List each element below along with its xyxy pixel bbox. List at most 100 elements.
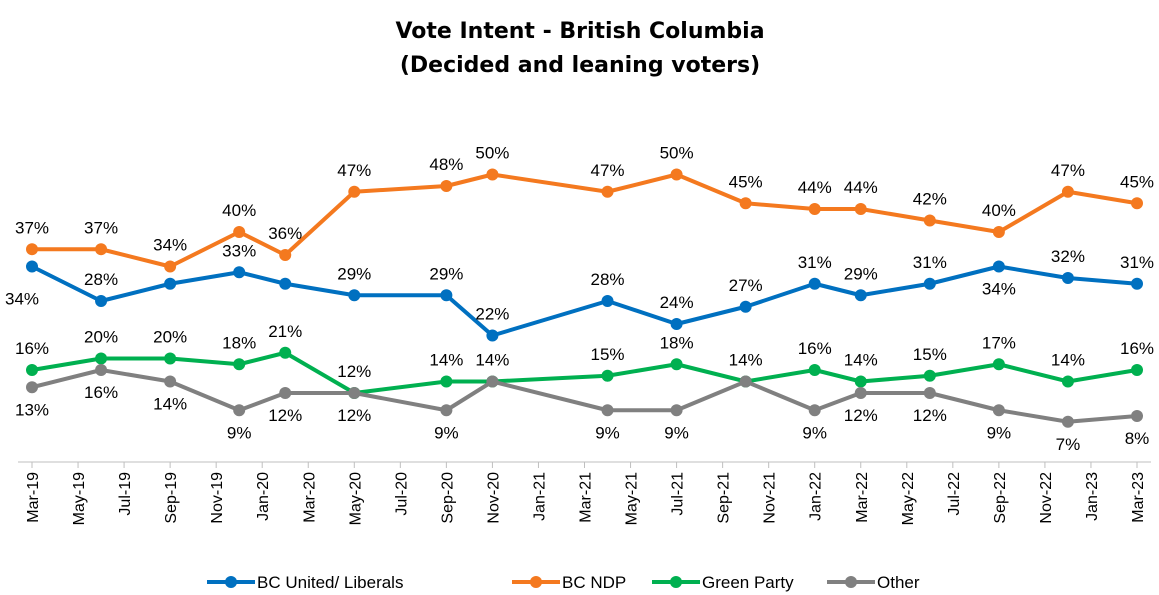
data-point bbox=[808, 203, 821, 215]
data-point bbox=[808, 277, 821, 290]
data-point bbox=[279, 249, 292, 261]
data-point bbox=[348, 185, 361, 198]
x-tick-label: Sep-22 bbox=[992, 472, 1009, 524]
legend-label: Other bbox=[877, 573, 920, 592]
data-point bbox=[739, 300, 752, 313]
data-label: 14% bbox=[729, 351, 763, 370]
data-label: 15% bbox=[591, 345, 625, 364]
data-label: 50% bbox=[475, 144, 509, 163]
data-point bbox=[486, 168, 499, 181]
x-tick-label: Jan-22 bbox=[808, 472, 825, 521]
data-point bbox=[26, 364, 38, 376]
data-point bbox=[670, 168, 683, 181]
data-label: 29% bbox=[337, 264, 371, 283]
series-layer: 34%28%33%29% 29%22%28%24%27%31%29%31%34%3… bbox=[5, 144, 1154, 454]
data-point bbox=[670, 404, 683, 417]
data-label: 29% bbox=[429, 264, 463, 283]
series-line bbox=[31, 264, 1138, 338]
data-point bbox=[233, 266, 246, 279]
data-label: 50% bbox=[660, 144, 694, 163]
data-point bbox=[486, 375, 499, 388]
data-label: 45% bbox=[1120, 172, 1154, 191]
data-label: 7% bbox=[1056, 435, 1081, 454]
legend-entry: Other bbox=[827, 573, 920, 592]
data-label: 14% bbox=[429, 351, 463, 370]
legend-marker bbox=[670, 576, 682, 588]
legend-entry: BC NDP bbox=[512, 573, 626, 592]
legend-entry: Green Party bbox=[652, 573, 794, 592]
data-point bbox=[233, 358, 246, 371]
x-tick-label: Mar-19 bbox=[25, 472, 42, 523]
data-label: 48% bbox=[429, 155, 463, 174]
data-label: 33% bbox=[222, 241, 256, 260]
data-point bbox=[348, 387, 361, 399]
data-point bbox=[670, 358, 683, 371]
data-point bbox=[992, 358, 1005, 371]
data-point bbox=[601, 369, 614, 382]
data-label: 9% bbox=[987, 423, 1012, 442]
x-tick-label: Jan-21 bbox=[531, 472, 548, 521]
data-label: 12% bbox=[268, 406, 302, 425]
legend-marker bbox=[225, 576, 237, 588]
data-label: 9% bbox=[434, 423, 459, 442]
data-point bbox=[440, 180, 453, 192]
data-point bbox=[95, 352, 108, 365]
data-point bbox=[601, 295, 614, 307]
legend-label: BC United/ Liberals bbox=[257, 573, 403, 592]
data-point bbox=[601, 185, 614, 198]
data-label: 14% bbox=[475, 351, 509, 370]
x-tick-label: Sep-20 bbox=[439, 472, 456, 524]
x-tick-label: May-22 bbox=[900, 472, 917, 525]
series-line bbox=[31, 350, 1138, 395]
data-point bbox=[739, 375, 752, 388]
data-label: 13% bbox=[15, 400, 49, 419]
data-label: 18% bbox=[660, 333, 694, 352]
x-tick-label: May-20 bbox=[347, 472, 364, 525]
data-label: 9% bbox=[802, 423, 827, 442]
data-label: 34% bbox=[153, 236, 187, 255]
data-point bbox=[279, 277, 292, 290]
data-point bbox=[26, 381, 38, 394]
data-label: 34% bbox=[982, 280, 1016, 299]
data-point bbox=[1131, 277, 1143, 290]
data-label: 14% bbox=[1051, 351, 1085, 370]
data-label: 12% bbox=[337, 362, 371, 381]
data-point bbox=[164, 352, 177, 365]
data-label: 36% bbox=[268, 224, 302, 243]
x-tick-label: Mar-20 bbox=[301, 472, 318, 523]
x-tick-label: Mar-21 bbox=[578, 472, 595, 523]
data-label: 12% bbox=[337, 406, 371, 425]
data-label: 40% bbox=[982, 201, 1016, 220]
data-label: 32% bbox=[1051, 247, 1085, 266]
legend-label: BC NDP bbox=[562, 573, 626, 592]
data-label: 9% bbox=[595, 423, 620, 442]
data-point bbox=[854, 203, 867, 215]
data-label: 8% bbox=[1125, 429, 1150, 448]
data-label: 9% bbox=[227, 423, 252, 442]
series-line bbox=[32, 172, 1138, 269]
data-point bbox=[95, 243, 108, 256]
data-label: 42% bbox=[913, 190, 947, 209]
data-label: 21% bbox=[268, 322, 302, 341]
data-label: 44% bbox=[844, 178, 878, 197]
data-label: 9% bbox=[664, 423, 689, 442]
data-label: 31% bbox=[1120, 253, 1154, 272]
data-label: 31% bbox=[913, 253, 947, 272]
data-label: 29% bbox=[844, 264, 878, 283]
data-point bbox=[992, 404, 1005, 417]
data-label: 37% bbox=[84, 218, 118, 237]
data-point bbox=[1061, 415, 1074, 428]
series-bc-ndp: 37% 37% 34% 40% 36% 47% 48% 50% 47% 50% 45% 44% 44% 4… bbox=[15, 144, 1154, 273]
data-point bbox=[440, 375, 453, 388]
legend-marker bbox=[530, 576, 542, 588]
series-bc-united-liberals: 34% 28% 33% 29% 29% 22% 28% 24% 27% 31% 29% 31% 34% 3… bbox=[5, 241, 1154, 342]
data-point bbox=[279, 346, 292, 359]
data-point bbox=[1131, 410, 1143, 422]
data-label: 20% bbox=[153, 328, 187, 347]
series-other: 13% 16% 14% 9% 12% 12% 9% 9% 9% 9% 12% 12% 9% 7% 8% bbox=[15, 364, 1149, 454]
data-label: 44% bbox=[798, 178, 832, 197]
data-point bbox=[1131, 197, 1143, 210]
data-point bbox=[1061, 272, 1074, 284]
data-point bbox=[95, 364, 108, 376]
